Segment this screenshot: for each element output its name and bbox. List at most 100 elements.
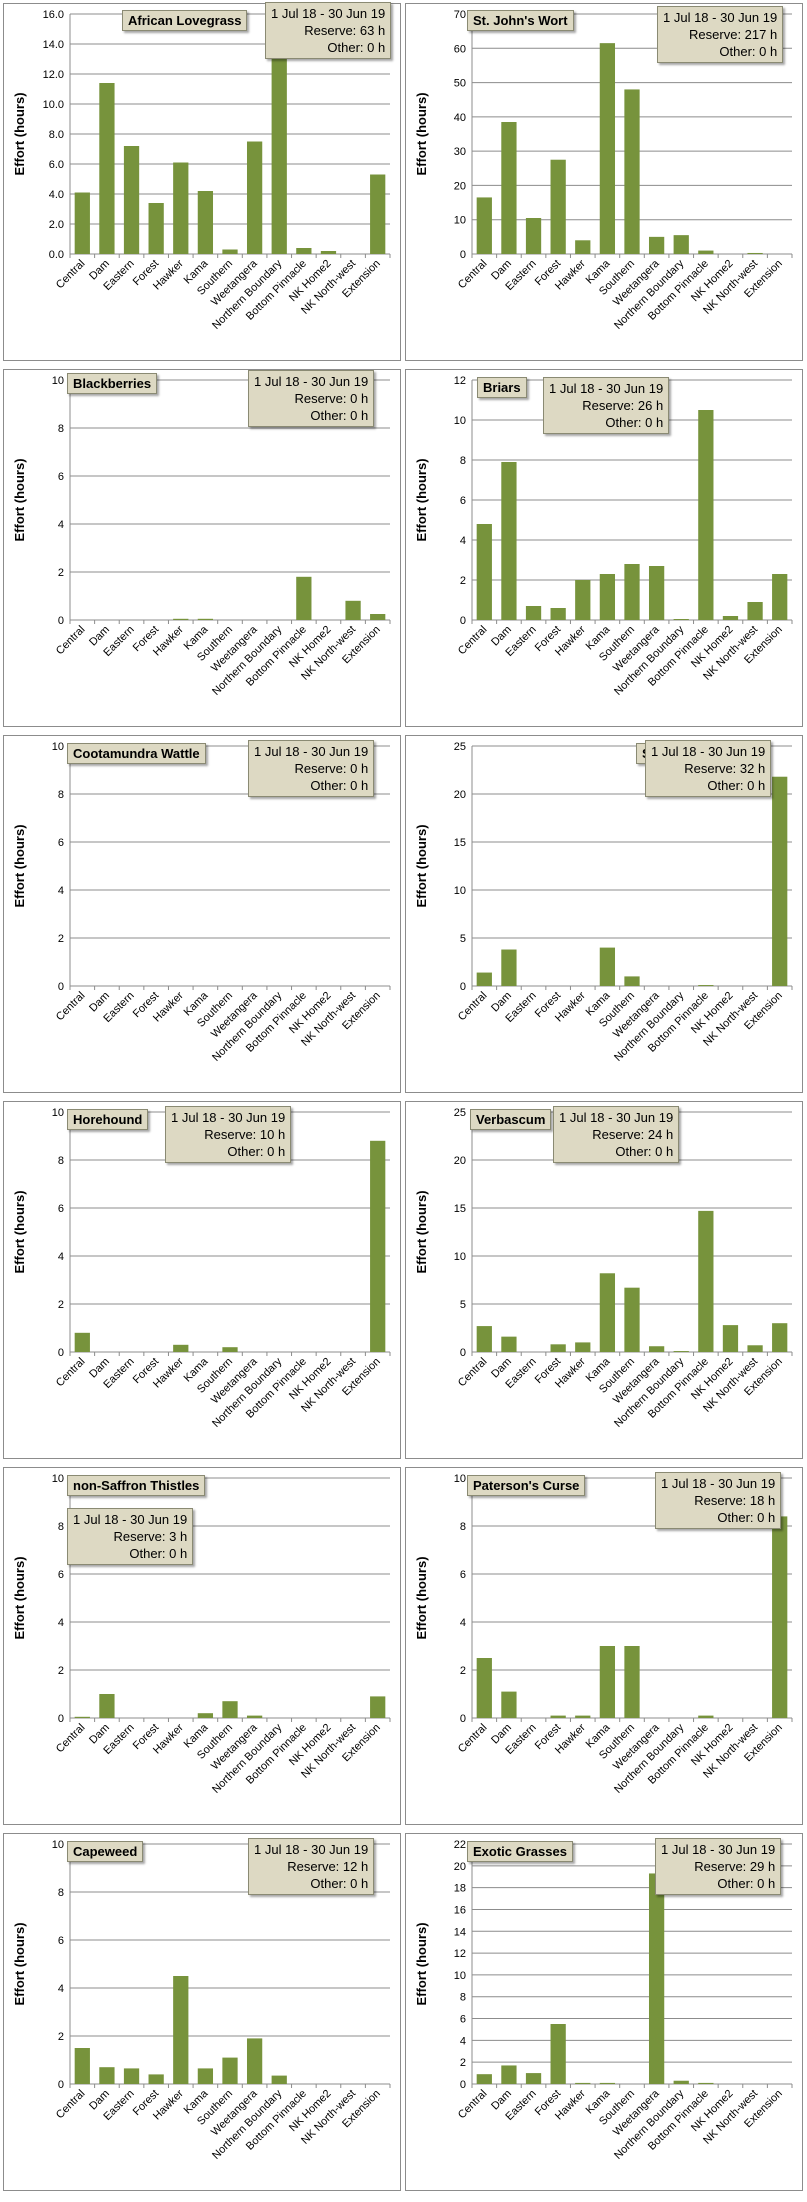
bar xyxy=(476,524,492,620)
y-axis-title: Effort (hours) xyxy=(12,92,27,175)
y-tick-label: 10 xyxy=(52,375,64,387)
y-tick-label: 10 xyxy=(454,1473,466,1485)
bar xyxy=(197,191,214,254)
y-tick-label: 6 xyxy=(58,1569,64,1581)
bar xyxy=(575,580,591,620)
bar xyxy=(575,240,591,254)
reserve-total: Reserve: 3 h xyxy=(113,1529,188,1544)
chart-title: Briars xyxy=(477,377,527,398)
bar xyxy=(747,1345,763,1352)
y-tick-label: 2 xyxy=(58,1665,64,1677)
y-tick-label: 70 xyxy=(454,9,466,21)
y-axis-title: Effort (hours) xyxy=(12,1190,27,1273)
chart-panel: 0 2 4 6 8 10 12 Effort (hours) Central Dam Eastern… xyxy=(405,369,803,727)
y-axis-title: Effort (hours) xyxy=(414,1556,429,1639)
other-total: Other: 0 h xyxy=(227,1144,286,1159)
chart-title: Verbascum xyxy=(470,1109,552,1130)
y-tick-label: 5 xyxy=(460,933,466,945)
x-tick-label: Central xyxy=(54,624,88,658)
y-tick-label: 14.0 xyxy=(43,39,64,51)
y-tick-label: 16.0 xyxy=(43,9,64,21)
x-tick-label: Central xyxy=(456,1356,490,1390)
bar xyxy=(123,146,140,254)
bar xyxy=(74,2048,90,2084)
y-axis-title: Effort (hours) xyxy=(12,1922,27,2005)
y-axis-title: Effort (hours) xyxy=(414,824,429,907)
y-tick-label: 25 xyxy=(454,1107,466,1119)
y-tick-label: 20 xyxy=(454,180,466,192)
x-tick-label: Central xyxy=(456,990,490,1024)
bar xyxy=(99,1694,115,1718)
bar xyxy=(370,1696,386,1718)
x-tick-label: Central xyxy=(456,624,490,658)
x-tick-label: Central xyxy=(54,1722,88,1756)
period-label: 1 Jul 18 - 30 Jun 19 xyxy=(254,1842,369,1857)
bar xyxy=(74,1332,90,1352)
summary-box: 1 Jul 18 - 30 Jun 19 Reserve: 0 h Other: 0… xyxy=(248,740,375,797)
period-label: 1 Jul 18 - 30 Jun 19 xyxy=(254,374,369,389)
period-label: 1 Jul 18 - 30 Jun 19 xyxy=(549,381,664,396)
period-label: 1 Jul 18 - 30 Jun 19 xyxy=(271,6,386,21)
y-tick-label: 2 xyxy=(58,2031,64,2043)
bar xyxy=(271,2075,287,2084)
bar xyxy=(148,2074,164,2084)
y-tick-label: 40 xyxy=(454,112,466,124)
bar xyxy=(575,1342,591,1352)
summary-box: 1 Jul 18 - 30 Jun 19 Reserve: 26 h Other: … xyxy=(543,377,670,434)
bar xyxy=(772,574,788,620)
bar xyxy=(501,949,517,986)
bar xyxy=(550,1715,566,1718)
y-tick-label: 6 xyxy=(460,1569,466,1581)
bar xyxy=(624,89,640,254)
bar xyxy=(599,43,616,255)
summary-box: 1 Jul 18 - 30 Jun 19 Reserve: 12 h Other: … xyxy=(248,1838,375,1895)
y-axis-title: Effort (hours) xyxy=(414,458,429,541)
bar xyxy=(123,2068,140,2084)
chart-panel: 0 2 4 6 8 10 Effort (hours) Central Dam Eastern Fo… xyxy=(3,735,401,1093)
y-tick-label: 0.0 xyxy=(49,249,64,261)
bar xyxy=(624,976,640,986)
y-axis-title: Effort (hours) xyxy=(414,1922,429,2005)
bar xyxy=(501,2065,517,2084)
bar xyxy=(599,1273,616,1352)
chart-panel: 0 2 4 6 8 10 Effort (hours) Central Dam Eastern Fo… xyxy=(3,1467,401,1825)
chart-title: non-Saffron Thistles xyxy=(67,1475,206,1496)
x-tick-label: Central xyxy=(456,1722,490,1756)
bar xyxy=(148,203,164,254)
y-tick-label: 4.0 xyxy=(49,189,64,201)
bar xyxy=(698,250,714,254)
other-total: Other: 0 h xyxy=(615,1144,674,1159)
bar xyxy=(525,2073,542,2084)
other-total: Other: 0 h xyxy=(717,1876,776,1891)
bar xyxy=(698,410,714,620)
bar xyxy=(476,1326,492,1352)
bar xyxy=(246,1715,263,1718)
bar xyxy=(698,985,714,986)
chart-panel: 0 2 4 6 8 10 Effort (hours) Central Dam Eastern Fo… xyxy=(3,1833,401,2191)
y-tick-label: 8 xyxy=(460,1521,466,1533)
y-tick-label: 10 xyxy=(52,1473,64,1485)
period-label: 1 Jul 18 - 30 Jun 19 xyxy=(661,1842,776,1857)
y-tick-label: 8 xyxy=(460,1992,466,2004)
y-tick-label: 6 xyxy=(58,837,64,849)
summary-box: 1 Jul 18 - 30 Jun 19 Reserve: 24 h Other: … xyxy=(553,1106,680,1163)
y-tick-label: 4 xyxy=(58,1617,64,1629)
bar xyxy=(525,606,542,620)
bar xyxy=(501,1691,517,1718)
bar xyxy=(673,1351,689,1352)
y-tick-label: 16 xyxy=(454,1904,466,1916)
y-tick-label: 8 xyxy=(58,1155,64,1167)
y-tick-label: 2 xyxy=(58,933,64,945)
y-tick-label: 4 xyxy=(58,1251,64,1263)
period-label: 1 Jul 18 - 30 Jun 19 xyxy=(651,744,766,759)
y-tick-label: 10 xyxy=(454,885,466,897)
bar xyxy=(173,618,189,620)
reserve-total: Reserve: 12 h xyxy=(287,1859,369,1874)
x-tick-label: Central xyxy=(456,2088,490,2122)
other-total: Other: 0 h xyxy=(310,408,369,423)
y-tick-label: 10 xyxy=(454,1251,466,1263)
bar xyxy=(772,1323,788,1352)
